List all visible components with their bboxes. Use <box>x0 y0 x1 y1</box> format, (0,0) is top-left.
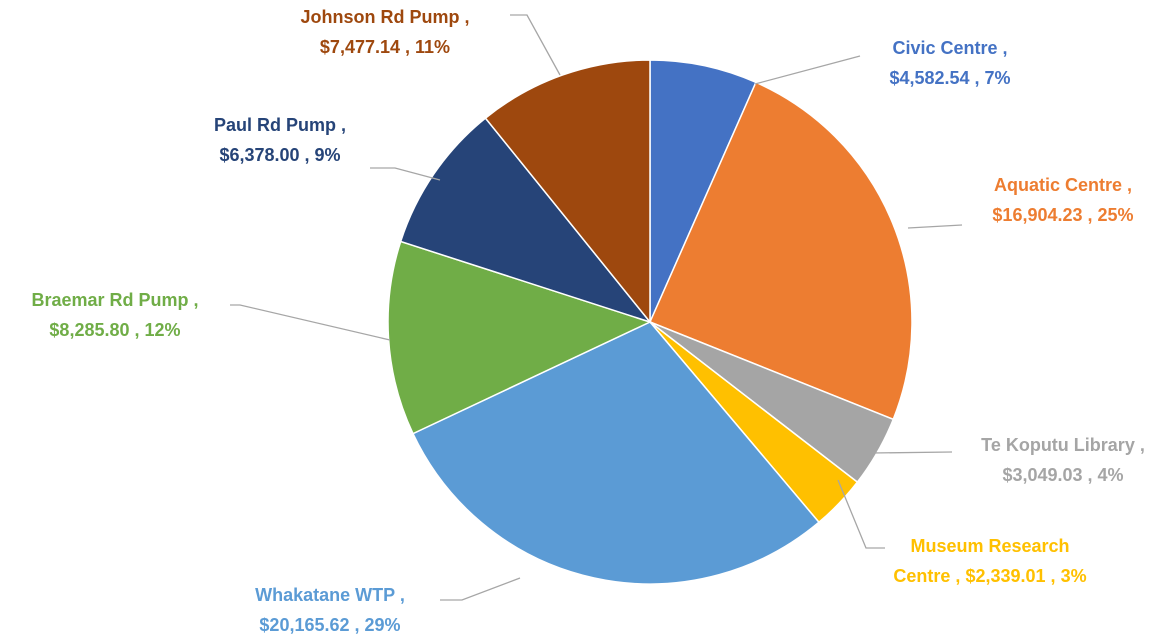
label-value: $6,378.00 , <box>219 145 310 165</box>
label-value: $3,049.03 , <box>1002 465 1093 485</box>
leader-line <box>370 167 441 181</box>
slices <box>387 59 913 585</box>
pie-slice <box>648 81 913 421</box>
label-percent: 4% <box>1097 465 1124 485</box>
data-label: Braemar Rd Pump , $8,285.80 , 12% <box>0 285 235 345</box>
label-value: $7,477.14 , <box>319 37 411 57</box>
label-percent: 3% <box>1060 566 1087 586</box>
label-category: Museum Research Centre , <box>893 536 1070 586</box>
label-percent: 29% <box>364 615 401 635</box>
pie-slice <box>649 59 757 323</box>
data-label: Aquatic Centre , $16,904.23 , 25% <box>933 170 1174 230</box>
label-percent: 7% <box>984 68 1011 88</box>
label-value: $4,582.54 , <box>889 68 980 88</box>
label-value: $16,904.23 , <box>992 205 1093 225</box>
label-percent: 11% <box>415 37 451 57</box>
label-value: $2,339.01 , <box>965 566 1056 586</box>
data-label: Te Koputu Library , $3,049.03 , 4% <box>933 430 1174 490</box>
pie-slice <box>387 240 653 435</box>
data-label: Civic Centre , $4,582.54 , 7% <box>830 33 1070 93</box>
leader-line <box>754 55 861 85</box>
label-category: Whakatane WTP , <box>255 585 405 605</box>
label-value: $20,165.62 , <box>259 615 360 635</box>
data-label: Whakatane WTP , $20,165.62 , 29% <box>200 580 460 640</box>
leader-line <box>907 224 963 229</box>
label-category: Johnson Rd Pump , <box>300 7 470 27</box>
leader-line <box>871 451 953 454</box>
data-label: Paul Rd Pump , $6,378.00 , 9% <box>160 110 400 170</box>
label-category: Braemar Rd Pump , <box>31 290 199 310</box>
pie-slice <box>411 321 820 585</box>
label-percent: 12% <box>144 320 181 340</box>
leader-line <box>837 479 885 549</box>
label-value: $8,285.80 , <box>49 320 140 340</box>
label-category: Civic Centre , <box>892 38 1008 58</box>
leader-line <box>440 577 521 601</box>
leader-line <box>230 304 391 341</box>
label-category: Paul Rd Pump , <box>213 115 346 135</box>
pie-slice <box>484 59 651 325</box>
label-percent: 9% <box>314 145 341 165</box>
label-percent: 25% <box>1097 205 1134 225</box>
pie-slice <box>399 117 653 324</box>
data-label: Johnson Rd Pump , $7,477.14 , 11% <box>265 2 505 62</box>
label-category: Te Koputu Library , <box>981 435 1145 455</box>
data-label: Museum Research Centre , $2,339.01 , 3% <box>890 531 1090 591</box>
leader-line <box>510 14 561 76</box>
label-category: Aquatic Centre , <box>993 175 1133 195</box>
